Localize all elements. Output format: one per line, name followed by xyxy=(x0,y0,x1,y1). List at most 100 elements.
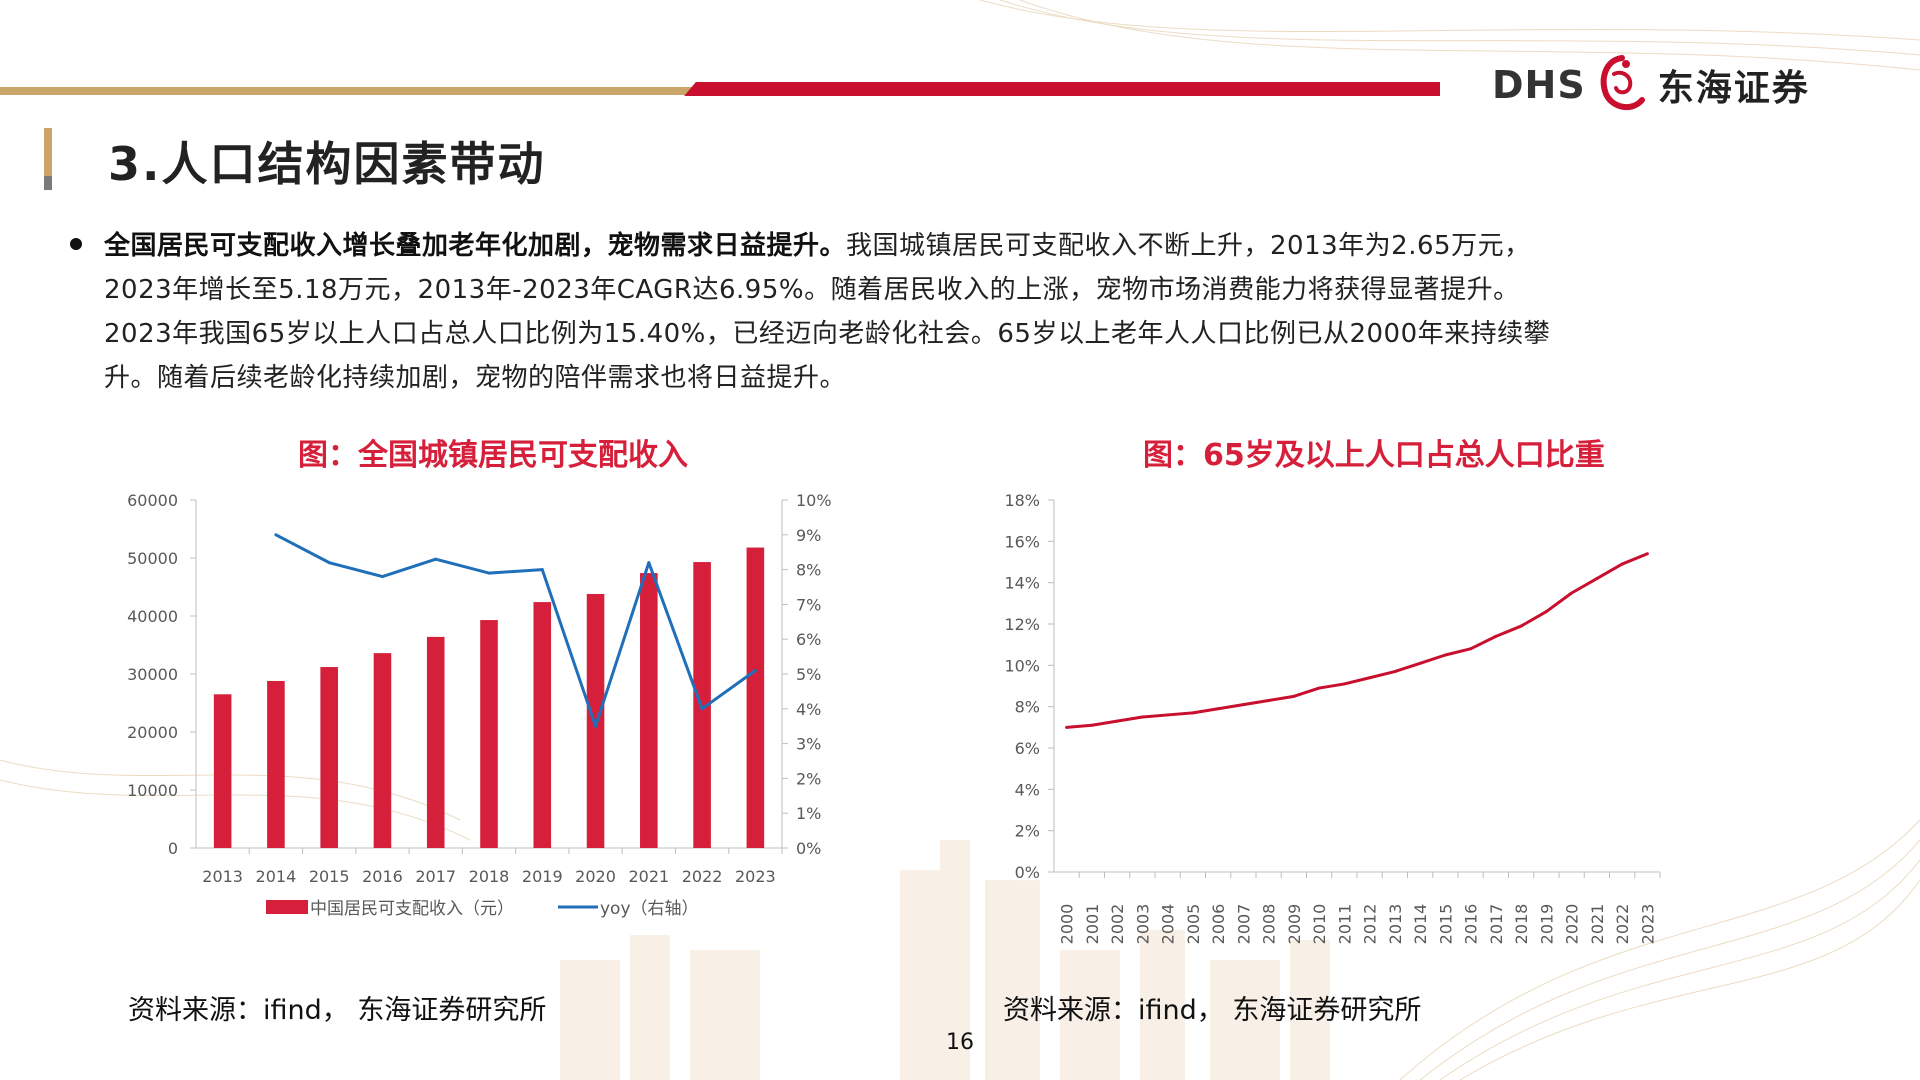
right-y-tick-label: 3% xyxy=(796,735,821,754)
x-tick-label: 2020 xyxy=(575,867,616,886)
yoy-line xyxy=(275,533,757,728)
right-y-tick-label: 7% xyxy=(796,595,821,614)
y-tick-label: 8% xyxy=(1015,698,1040,717)
x-tick-label: 2013 xyxy=(1386,904,1405,945)
income-bar xyxy=(533,602,552,848)
bullet-bold-lead: 全国居民可支配收入增长叠加老年化加剧，宠物需求日益提升。 xyxy=(104,231,847,261)
x-tick-label: 2021 xyxy=(628,867,669,886)
elderly-ratio-point xyxy=(1166,713,1170,717)
bullet-line-3: 2023年我国65岁以上人口占总人口比例为15.40%，已经迈向老龄化社会。65… xyxy=(104,319,1551,349)
y-tick-label: 6% xyxy=(1015,739,1040,758)
y-tick-label: 14% xyxy=(1004,574,1040,593)
title-accent-bar xyxy=(44,128,52,176)
bullet-line-1: 全国居民可支配收入增长叠加老年化加剧，宠物需求日益提升。我国城镇居民可支配收入不… xyxy=(104,224,1804,268)
x-tick-label: 2008 xyxy=(1260,904,1279,945)
title-accent-bar-gray xyxy=(44,176,52,190)
elderly-ratio-point xyxy=(1469,647,1473,651)
bullet-line-4: 升。随着后续老龄化持续加剧，宠物的陪伴需求也将日益提升。 xyxy=(104,363,847,393)
bullet-line-2: 2023年增长至5.18万元，2013年-2023年CAGR达6.95%。随着居… xyxy=(104,275,1520,305)
income-chart-title: 图：全国城镇居民可支配收入 xyxy=(298,438,688,473)
income-bar xyxy=(213,694,232,848)
elderly-ratio-point xyxy=(1241,703,1245,707)
x-tick-label: 2018 xyxy=(469,867,510,886)
x-tick-label: 2009 xyxy=(1285,904,1304,945)
header-gold-band xyxy=(0,87,700,95)
x-tick-label: 2023 xyxy=(735,867,776,886)
x-tick-label: 2003 xyxy=(1133,904,1152,945)
page-number: 16 xyxy=(946,1030,974,1055)
elderly-ratio-point xyxy=(1645,552,1649,556)
income-bar xyxy=(320,667,338,848)
x-tick-label: 2007 xyxy=(1234,904,1253,945)
elderly-ratio-point xyxy=(1620,562,1624,566)
elderly-ratio-point xyxy=(1494,634,1498,638)
left-y-tick-label: 10000 xyxy=(127,781,178,800)
x-tick-label: 2013 xyxy=(202,867,243,886)
elderly-ratio-point xyxy=(1544,610,1548,614)
elderly-ratio-point xyxy=(1342,682,1346,686)
income-bar xyxy=(267,680,285,848)
x-tick-label: 2015 xyxy=(1436,904,1455,945)
source-note-right: 资料来源：ifind， 东海证券研究所 xyxy=(1003,995,1422,1026)
right-y-tick-label: 0% xyxy=(796,839,821,858)
x-tick-label: 2012 xyxy=(1361,904,1380,945)
income-bar xyxy=(426,636,445,848)
x-tick-label: 2021 xyxy=(1588,904,1607,945)
y-tick-label: 16% xyxy=(1004,532,1040,551)
elderly-ratio-point xyxy=(1090,723,1094,727)
income-bar xyxy=(746,547,765,848)
x-tick-label: 2002 xyxy=(1108,904,1127,945)
left-y-tick-label: 60000 xyxy=(127,491,178,510)
elderly-ratio-point xyxy=(1519,624,1523,628)
right-y-tick-label: 4% xyxy=(796,700,821,719)
income-bar xyxy=(586,593,605,848)
right-y-tick-label: 1% xyxy=(796,804,821,823)
x-tick-label: 2016 xyxy=(1462,904,1481,945)
yoy-point xyxy=(700,707,704,711)
legend-swatch-income xyxy=(266,900,308,914)
yoy-point xyxy=(540,568,544,572)
left-y-tick-label: 0 xyxy=(168,839,178,858)
bullet-paragraph: 全国居民可支配收入增长叠加老年化加剧，宠物需求日益提升。我国城镇居民可支配收入不… xyxy=(104,224,1804,400)
x-tick-label: 2019 xyxy=(1537,904,1556,945)
income-bar xyxy=(480,620,498,848)
logo-latin-text: DHS xyxy=(1492,63,1586,107)
x-tick-label: 2014 xyxy=(256,867,297,886)
x-tick-label: 2022 xyxy=(682,867,723,886)
x-tick-label: 2018 xyxy=(1512,904,1531,945)
x-tick-label: 2017 xyxy=(1487,904,1506,945)
left-y-tick-label: 40000 xyxy=(127,607,178,626)
legend-label-yoy: yoy（右轴） xyxy=(600,899,699,919)
dragon-logo-icon xyxy=(1600,55,1645,111)
y-tick-label: 2% xyxy=(1015,822,1040,841)
x-tick-label: 2020 xyxy=(1563,904,1582,945)
yoy-point xyxy=(753,669,757,673)
income-bar xyxy=(640,573,658,848)
elderly-ratio-point xyxy=(1065,725,1069,729)
right-y-tick-label: 5% xyxy=(796,665,821,684)
yoy-point xyxy=(274,533,278,537)
x-tick-label: 2016 xyxy=(362,867,403,886)
company-logo: DHS 东海证券 xyxy=(1492,50,1810,120)
elderly-ratio-point xyxy=(1216,707,1220,711)
x-tick-label: 2000 xyxy=(1058,904,1077,945)
y-tick-label: 10% xyxy=(1004,656,1040,675)
x-tick-label: 2015 xyxy=(309,867,350,886)
x-tick-label: 2023 xyxy=(1638,904,1657,945)
y-tick-label: 4% xyxy=(1015,780,1040,799)
elderly-ratio-point xyxy=(1418,661,1422,665)
yoy-point xyxy=(487,571,491,575)
legend-label-income: 中国居民可支配收入（元） xyxy=(310,899,514,919)
elderly-ratio-line xyxy=(1066,552,1648,729)
source-note-left: 资料来源：ifind， 东海证券研究所 xyxy=(128,995,547,1026)
header-red-band xyxy=(700,82,1440,96)
y-tick-label: 18% xyxy=(1004,491,1040,510)
yoy-point xyxy=(647,561,651,565)
x-tick-label: 2004 xyxy=(1159,904,1178,945)
elderly-ratio-point xyxy=(1570,591,1574,595)
x-tick-label: 2001 xyxy=(1083,904,1102,945)
elderly-ratio-point xyxy=(1443,653,1447,657)
x-tick-label: 2005 xyxy=(1184,904,1203,945)
